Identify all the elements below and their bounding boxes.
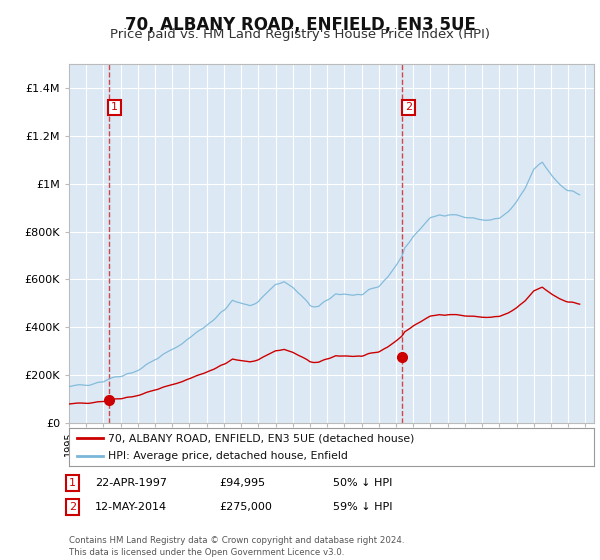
Text: 1: 1: [111, 102, 118, 113]
Text: Price paid vs. HM Land Registry's House Price Index (HPI): Price paid vs. HM Land Registry's House …: [110, 28, 490, 41]
Text: 12-MAY-2014: 12-MAY-2014: [95, 502, 167, 512]
Text: HPI: Average price, detached house, Enfield: HPI: Average price, detached house, Enfi…: [109, 451, 348, 461]
Text: 1: 1: [69, 478, 76, 488]
Text: 59% ↓ HPI: 59% ↓ HPI: [333, 502, 392, 512]
Text: £275,000: £275,000: [219, 502, 272, 512]
Text: 70, ALBANY ROAD, ENFIELD, EN3 5UE: 70, ALBANY ROAD, ENFIELD, EN3 5UE: [125, 16, 475, 34]
Text: Contains HM Land Registry data © Crown copyright and database right 2024.
This d: Contains HM Land Registry data © Crown c…: [69, 536, 404, 557]
Text: 2: 2: [405, 102, 412, 113]
Text: 2: 2: [69, 502, 76, 512]
Text: 70, ALBANY ROAD, ENFIELD, EN3 5UE (detached house): 70, ALBANY ROAD, ENFIELD, EN3 5UE (detac…: [109, 433, 415, 443]
Text: 50% ↓ HPI: 50% ↓ HPI: [333, 478, 392, 488]
Text: 22-APR-1997: 22-APR-1997: [95, 478, 167, 488]
Text: £94,995: £94,995: [219, 478, 265, 488]
